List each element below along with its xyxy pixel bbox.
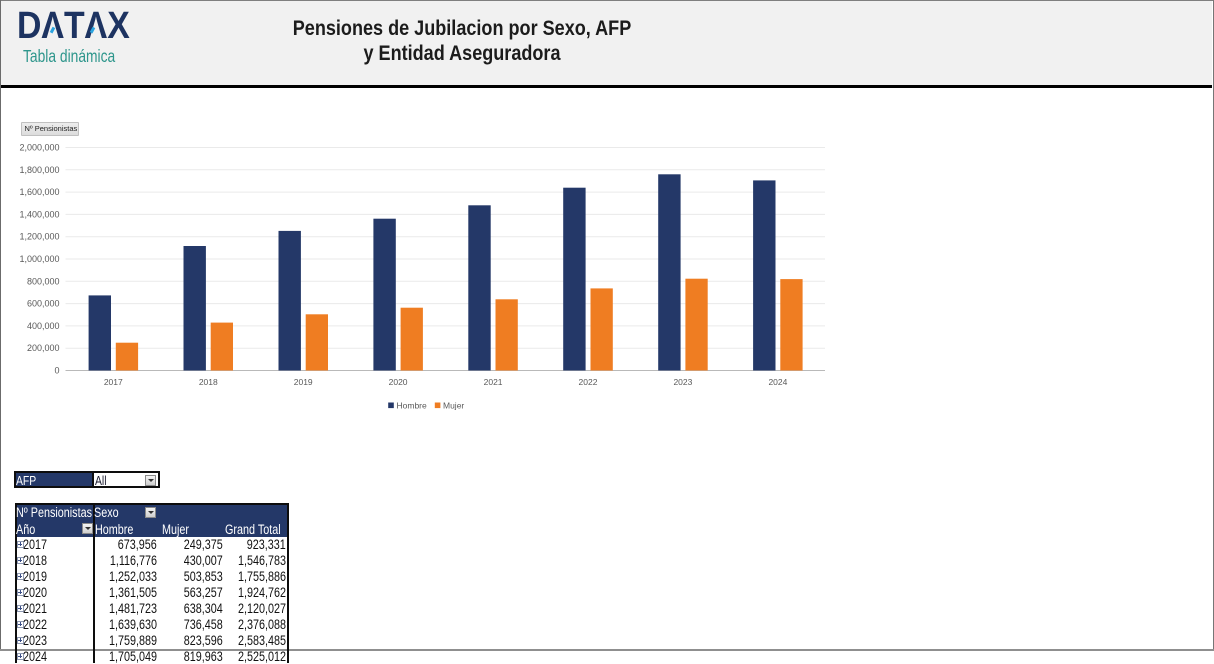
svg-text:2021: 2021 bbox=[484, 377, 503, 387]
svg-text:Mujer: Mujer bbox=[443, 400, 464, 410]
svg-text:2018: 2018 bbox=[199, 377, 218, 387]
svg-text:2022: 2022 bbox=[579, 377, 598, 387]
svg-text:0: 0 bbox=[54, 366, 59, 376]
svg-text:Hombre: Hombre bbox=[397, 400, 428, 410]
svg-text:2023: 2023 bbox=[673, 377, 692, 387]
svg-text:400,000: 400,000 bbox=[27, 321, 60, 331]
svg-text:2017: 2017 bbox=[104, 377, 123, 387]
svg-text:2019: 2019 bbox=[294, 377, 313, 387]
svg-text:1,200,000: 1,200,000 bbox=[19, 232, 59, 242]
svg-text:1,800,000: 1,800,000 bbox=[19, 165, 59, 175]
svg-text:1,600,000: 1,600,000 bbox=[19, 187, 59, 197]
svg-text:2024: 2024 bbox=[768, 377, 787, 387]
svg-text:2,000,000: 2,000,000 bbox=[19, 143, 59, 153]
svg-text:2020: 2020 bbox=[389, 377, 408, 387]
svg-text:800,000: 800,000 bbox=[27, 276, 60, 286]
svg-text:600,000: 600,000 bbox=[27, 299, 60, 309]
svg-text:1,000,000: 1,000,000 bbox=[19, 254, 59, 264]
svg-text:1,400,000: 1,400,000 bbox=[19, 209, 59, 219]
svg-text:200,000: 200,000 bbox=[27, 343, 60, 353]
